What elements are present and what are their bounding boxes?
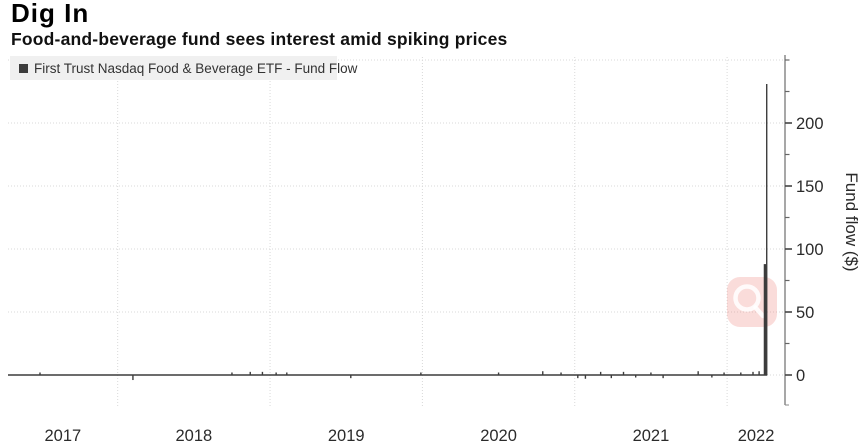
x-tick-label: 2019 [328, 427, 365, 445]
y-tick-label: 100 [796, 241, 824, 259]
x-tick-label: 2018 [176, 427, 213, 445]
page-subtitle: Food-and-beverage fund sees interest ami… [11, 29, 508, 49]
legend: First Trust Nasdaq Food & Beverage ETF -… [10, 56, 357, 80]
x-tick-label: 2020 [480, 427, 517, 445]
y-axis-title: Fund flow ($) [842, 172, 861, 271]
magnifier-icon [733, 284, 761, 312]
x-tick-label: 2022 [738, 427, 775, 445]
legend-label: First Trust Nasdaq Food & Beverage ETF -… [34, 60, 358, 76]
magnifier-icon-handle [753, 305, 766, 319]
x-tick-label: 2021 [633, 427, 670, 445]
y-tick-label: 0 [796, 367, 805, 385]
x-tick-label: 2017 [44, 427, 81, 445]
y-tick-label: 200 [796, 115, 824, 133]
y-tick-label: 150 [796, 178, 824, 196]
page-title: Dig In [11, 0, 90, 28]
legend-marker-icon [19, 63, 28, 73]
y-tick-label: 50 [796, 304, 814, 322]
